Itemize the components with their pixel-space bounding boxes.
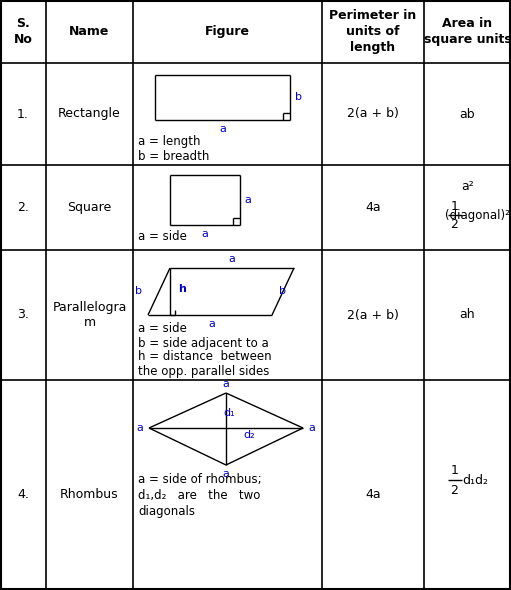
Text: 1: 1 <box>451 464 458 477</box>
Text: 2(a + b): 2(a + b) <box>347 309 399 322</box>
Text: a = length: a = length <box>138 136 200 149</box>
Text: a: a <box>223 379 229 389</box>
Text: b: b <box>134 287 142 297</box>
Text: b: b <box>278 287 286 297</box>
Text: a = side: a = side <box>138 323 187 336</box>
Text: a: a <box>219 124 226 134</box>
Text: 2.: 2. <box>17 201 29 214</box>
Text: Figure: Figure <box>205 25 250 38</box>
Text: Square: Square <box>67 201 111 214</box>
Text: a: a <box>228 254 236 264</box>
Text: 2: 2 <box>451 483 458 497</box>
Text: a: a <box>245 195 251 205</box>
Text: 1.: 1. <box>17 107 29 120</box>
Text: ab: ab <box>460 107 475 120</box>
Text: 1: 1 <box>451 201 458 214</box>
Text: ah: ah <box>460 309 475 322</box>
Text: (diagonal)²: (diagonal)² <box>445 209 510 222</box>
Text: Perimeter in
units of
length: Perimeter in units of length <box>330 9 416 54</box>
Text: 3.: 3. <box>17 309 29 322</box>
Text: b = side adjacent to a: b = side adjacent to a <box>138 336 269 349</box>
Text: S.
No: S. No <box>14 17 32 46</box>
Text: Rhombus: Rhombus <box>60 489 119 502</box>
Text: the opp. parallel sides: the opp. parallel sides <box>138 365 269 378</box>
Text: a: a <box>223 469 229 479</box>
Text: 4a: 4a <box>365 489 381 502</box>
Text: diagonals: diagonals <box>138 504 195 517</box>
Text: a: a <box>309 423 315 433</box>
Text: d₁: d₁ <box>223 408 235 418</box>
Text: b = breadth: b = breadth <box>138 149 210 162</box>
Text: 2: 2 <box>451 218 458 231</box>
Text: 4.: 4. <box>17 489 29 502</box>
Text: d₂: d₂ <box>243 430 255 440</box>
Text: a = side: a = side <box>138 231 187 244</box>
Text: Area in
square units: Area in square units <box>424 17 511 46</box>
Text: a = side of rhombus;: a = side of rhombus; <box>138 473 262 486</box>
Text: Rectangle: Rectangle <box>58 107 121 120</box>
Text: Name: Name <box>69 25 110 38</box>
Text: a: a <box>136 423 144 433</box>
Text: 2(a + b): 2(a + b) <box>347 107 399 120</box>
Text: d₁,d₂   are   the   two: d₁,d₂ are the two <box>138 489 261 502</box>
Text: Parallelogra
m: Parallelogra m <box>52 300 127 329</box>
Text: 4a: 4a <box>365 201 381 214</box>
Text: h = distance  between: h = distance between <box>138 350 272 363</box>
Text: a: a <box>201 229 208 239</box>
Text: d₁d₂: d₁d₂ <box>462 474 489 487</box>
Text: a²: a² <box>461 181 474 194</box>
Text: b: b <box>294 93 301 103</box>
Text: h: h <box>178 284 186 294</box>
Text: a: a <box>208 319 216 329</box>
